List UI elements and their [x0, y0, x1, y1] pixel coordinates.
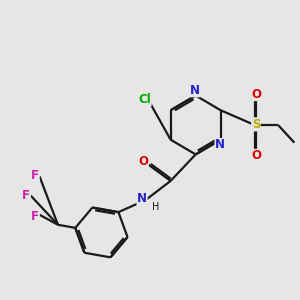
- Text: H: H: [152, 202, 160, 212]
- Text: O: O: [251, 149, 261, 162]
- Text: O: O: [251, 88, 261, 100]
- Text: F: F: [31, 169, 39, 182]
- Text: F: F: [31, 210, 39, 223]
- Text: N: N: [190, 84, 200, 97]
- Text: F: F: [22, 189, 30, 202]
- Text: N: N: [215, 139, 225, 152]
- Text: N: N: [137, 192, 147, 205]
- Text: S: S: [252, 118, 260, 131]
- Text: Cl: Cl: [138, 93, 151, 106]
- Text: O: O: [138, 155, 148, 168]
